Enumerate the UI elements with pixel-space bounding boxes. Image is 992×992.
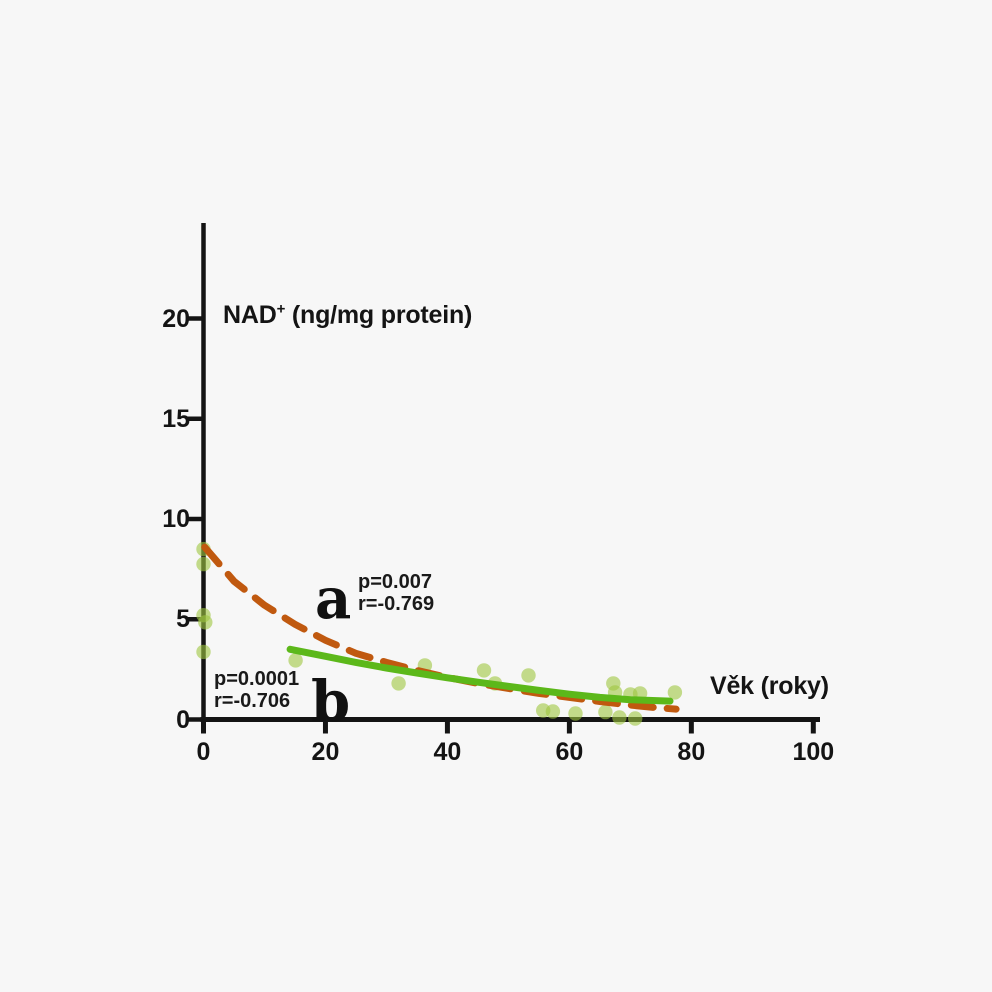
data-point — [391, 676, 406, 691]
x-tick-label: 20 — [311, 738, 340, 766]
y-tick-label: 5 — [176, 605, 190, 634]
y-axis-title: NAD+ (ng/mg protein) — [223, 301, 472, 330]
curve-a-stats: p=0.007 r=-0.769 — [358, 571, 434, 615]
x-tick-label: 60 — [555, 738, 584, 766]
x-tick-label: 0 — [196, 738, 211, 766]
data-point — [288, 653, 303, 668]
data-point — [521, 668, 536, 683]
y-tick-label: 10 — [162, 505, 190, 533]
curve-b-label: b — [311, 669, 351, 735]
data-point — [612, 710, 627, 725]
y-tick-label: 0 — [176, 705, 190, 734]
x-tick-label: 80 — [677, 738, 706, 766]
y-axis-title-unit: (ng/mg protein) — [285, 301, 473, 329]
data-point — [196, 556, 211, 572]
fit-curve-b — [286, 645, 674, 705]
data-point — [196, 644, 211, 660]
curve-b-stats: p=0.0001 r=-0.706 — [214, 668, 299, 712]
data-point — [476, 663, 492, 678]
x-tick-label: 100 — [792, 738, 835, 766]
data-point — [198, 615, 213, 630]
data-point — [667, 685, 683, 700]
x-tick-label: 40 — [433, 738, 462, 766]
curve-b-rvalue: r=-0.706 — [214, 690, 291, 712]
curve-a-pvalue: p=0.007 — [358, 571, 432, 593]
y-tick-label: 20 — [162, 304, 190, 333]
fit-curve-a — [201, 543, 680, 713]
curve-a-label: a — [315, 566, 352, 632]
data-point — [598, 704, 613, 720]
data-point — [628, 711, 643, 726]
data-point — [545, 704, 561, 719]
y-axis-title-base: NAD — [223, 301, 277, 329]
x-axis-title: Věk (roky) — [710, 672, 829, 700]
y-tick-label: 15 — [162, 404, 190, 433]
y-axis-title-superscript: + — [276, 300, 286, 318]
curve-a-rvalue: r=-0.769 — [358, 593, 435, 615]
data-point — [568, 706, 583, 721]
curve-b-pvalue: p=0.0001 — [214, 668, 300, 690]
